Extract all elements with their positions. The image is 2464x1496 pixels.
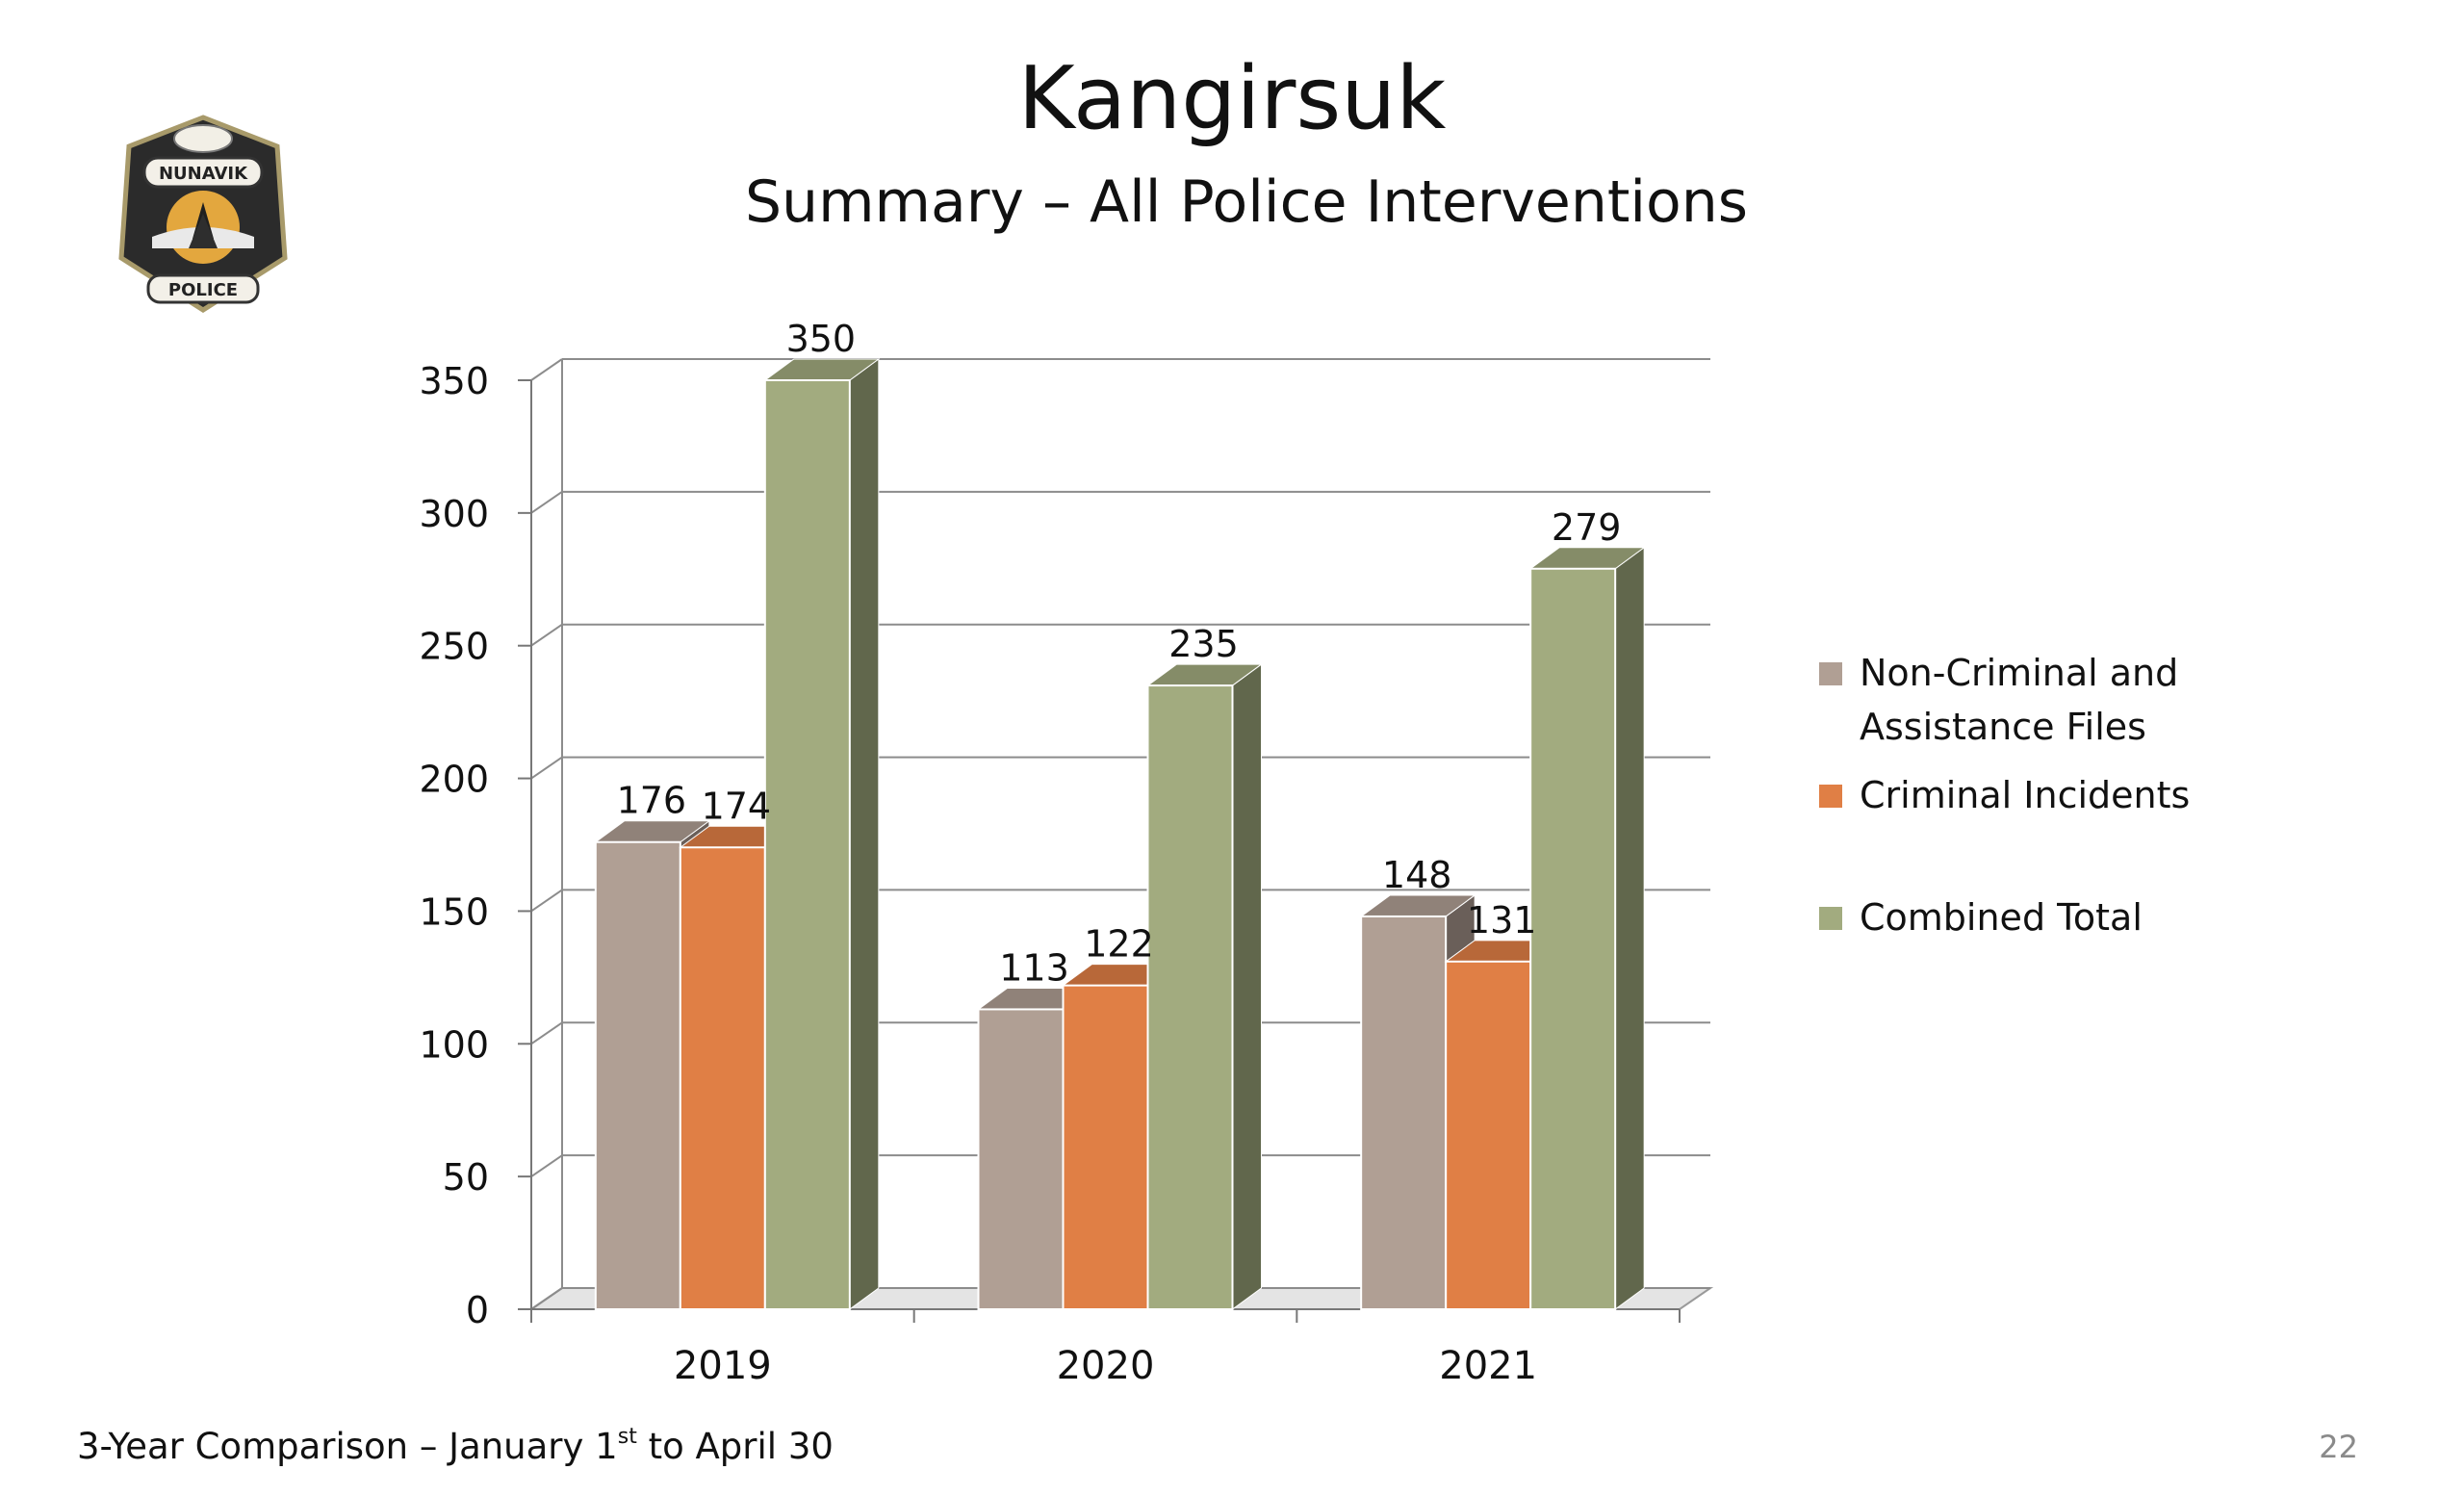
gridline-diagonal — [530, 491, 563, 514]
x-tick-label: 2020 — [1057, 1344, 1155, 1388]
legend-label-line: Non-Criminal and — [1860, 652, 2178, 694]
data-label: 350 — [786, 318, 857, 360]
bar-front — [1529, 567, 1617, 1310]
data-label: 113 — [999, 946, 1069, 989]
data-label: 131 — [1467, 899, 1537, 941]
bar-front — [977, 1008, 1065, 1310]
legend-label-line: Assistance Files — [1860, 706, 2146, 748]
page-number: 22 — [2319, 1429, 2358, 1465]
bar-side — [849, 358, 880, 1310]
y-tick-label: 100 — [419, 1023, 489, 1066]
x-tick-label: 2019 — [674, 1344, 772, 1388]
bar-front — [679, 846, 766, 1310]
bar-front — [1146, 684, 1234, 1310]
data-label: 148 — [1382, 854, 1452, 896]
legend-label: Combined Total — [1860, 896, 2143, 939]
bar-front — [1360, 915, 1448, 1310]
data-label: 235 — [1168, 623, 1239, 665]
bar-side — [1232, 663, 1262, 1310]
chart-labels: 176 174 350 2019 113 122 235 2020 148 131 279 2021 — [617, 318, 1622, 1388]
legend-swatch — [1819, 662, 1842, 685]
legend-item: Combined Total — [1819, 896, 2143, 939]
gridline-diagonal — [530, 358, 563, 381]
gridline-diagonal — [530, 756, 563, 780]
gridline-diagonal — [530, 889, 563, 913]
data-label: 176 — [617, 780, 687, 822]
legend-item: Non-Criminal and Assistance Files — [1819, 652, 2178, 748]
chart-bars — [594, 358, 1646, 1311]
bar — [763, 358, 881, 1310]
y-tick-label: 300 — [419, 493, 489, 535]
y-tick-label: 0 — [466, 1289, 489, 1331]
slide-title: Kangirsuk — [1017, 48, 1447, 149]
data-label: 174 — [702, 785, 772, 827]
bar — [1145, 663, 1264, 1310]
gridline-diagonal — [530, 623, 563, 647]
y-tick-label: 200 — [419, 759, 489, 801]
nunavik-police-logo: NUNAVIK POLICE — [118, 115, 288, 313]
logo-bottom-text: POLICE — [168, 280, 238, 300]
data-label: 122 — [1084, 923, 1154, 966]
legend-swatch — [1819, 785, 1842, 808]
footer-suffix: to April 30 — [636, 1426, 834, 1467]
bar-front — [1062, 984, 1149, 1311]
y-tick-label: 50 — [443, 1156, 489, 1199]
bar-front — [1445, 960, 1532, 1310]
bar-front — [763, 379, 851, 1310]
legend-swatch — [1819, 907, 1842, 930]
logo-top-text: NUNAVIK — [159, 164, 248, 184]
y-tick-label: 350 — [419, 360, 489, 402]
bar-front — [594, 840, 681, 1310]
y-tick-label: 250 — [419, 626, 489, 668]
footer-superscript: st — [617, 1425, 637, 1449]
chart-legend: Non-Criminal and Assistance Files Criminal… — [1819, 652, 2190, 939]
slide-subtitle: Summary – All Police Interventions — [744, 168, 1749, 236]
gridline-diagonal — [530, 1287, 563, 1310]
x-tick-label: 2021 — [1439, 1344, 1537, 1388]
legend-label: Criminal Incidents — [1860, 774, 2190, 816]
data-label: 279 — [1552, 506, 1622, 549]
slide-footer: 3-Year Comparison – January 1st to April… — [77, 1423, 834, 1471]
footer-prefix: 3-Year Comparison – January 1 — [77, 1426, 618, 1467]
y-tick-label: 150 — [419, 890, 489, 933]
gridline-diagonal — [530, 1154, 563, 1177]
legend-item: Criminal Incidents — [1819, 774, 2190, 816]
bar — [1528, 546, 1646, 1310]
legend-label: Non-Criminal and Assistance Files — [1860, 652, 2178, 748]
gridline-diagonal — [530, 1021, 563, 1045]
bar-side — [1614, 546, 1645, 1310]
